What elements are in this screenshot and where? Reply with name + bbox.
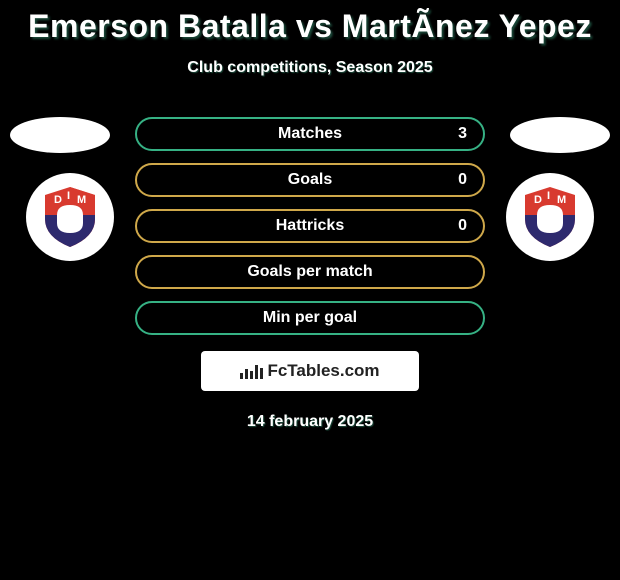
stat-row-min-per-goal: Min per goal	[135, 301, 485, 335]
stat-row-hattricks: Hattricks 0	[135, 209, 485, 243]
stat-label: Goals per match	[247, 263, 372, 281]
player-avatar-right	[510, 117, 610, 153]
date-text: 14 february 2025	[0, 413, 620, 431]
player-avatar-left	[10, 117, 110, 153]
stat-label: Hattricks	[276, 217, 344, 235]
stat-label: Min per goal	[263, 309, 357, 327]
svg-text:D: D	[54, 194, 62, 206]
stat-value-right: 3	[458, 125, 467, 143]
stat-pills: Matches 3 Goals 0 Hattricks 0 Goals per …	[135, 117, 485, 335]
stat-label: Matches	[278, 125, 342, 143]
club-logo-left: D I M	[26, 173, 114, 261]
stat-row-goals: Goals 0	[135, 163, 485, 197]
stat-value-right: 0	[458, 171, 467, 189]
comparison-content: D I M D I M Matches 3 Goals 0 Hattricks …	[0, 117, 620, 431]
stat-row-goals-per-match: Goals per match	[135, 255, 485, 289]
watermark: FcTables.com	[201, 351, 419, 391]
club-logo-right: D I M	[506, 173, 594, 261]
stat-row-matches: Matches 3	[135, 117, 485, 151]
shield-icon: D I M	[521, 185, 579, 249]
page-title: Emerson Batalla vs MartÃnez Yepez	[0, 0, 620, 45]
watermark-text: FcTables.com	[267, 361, 379, 381]
page-subtitle: Club competitions, Season 2025	[0, 59, 620, 77]
bar-chart-icon	[240, 363, 263, 379]
stat-label: Goals	[288, 171, 332, 189]
svg-text:I: I	[67, 190, 70, 202]
stat-value-right: 0	[458, 217, 467, 235]
shield-icon: D I M	[41, 185, 99, 249]
svg-text:M: M	[77, 194, 86, 206]
svg-text:M: M	[557, 194, 566, 206]
svg-text:D: D	[534, 194, 542, 206]
svg-text:I: I	[547, 190, 550, 202]
